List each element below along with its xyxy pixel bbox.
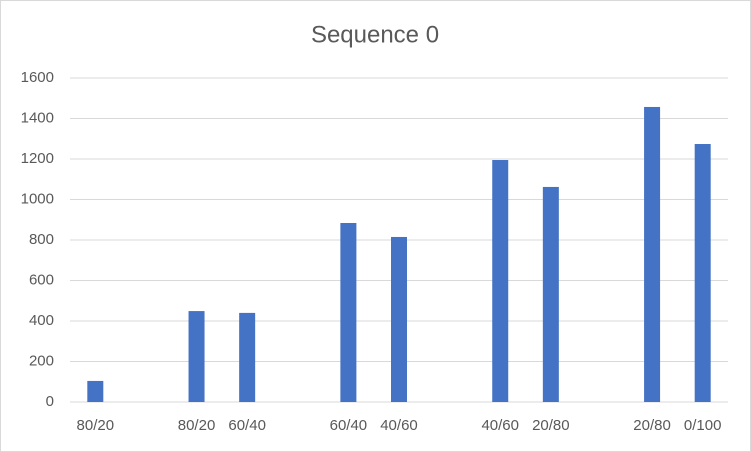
y-tick-label: 200 <box>29 352 54 369</box>
bar <box>542 186 559 402</box>
bar <box>188 311 205 402</box>
x-tick-label: 20/80 <box>633 417 671 434</box>
y-tick-label: 400 <box>29 312 54 329</box>
x-tick-label: 20/80 <box>532 417 570 434</box>
x-tick-label: 60/40 <box>228 417 266 434</box>
bar <box>87 380 104 402</box>
x-tick-label: 40/60 <box>481 417 519 434</box>
bar <box>239 312 256 402</box>
x-tick-label: 0/100 <box>684 417 722 434</box>
y-tick-label: 800 <box>29 231 54 248</box>
x-tick-label: 80/20 <box>178 417 216 434</box>
x-tick-label: 80/20 <box>77 417 115 434</box>
x-tick-label: 40/60 <box>380 417 418 434</box>
bar <box>492 160 509 402</box>
y-tick-label: 1600 <box>21 69 54 86</box>
y-tick-label: 1400 <box>21 109 54 126</box>
bar <box>644 106 661 403</box>
y-tick-label: 1000 <box>21 190 54 207</box>
bar <box>391 236 407 402</box>
chart-title: Sequence 0 <box>311 21 439 48</box>
y-tick-label: 0 <box>46 393 54 410</box>
bar <box>694 144 711 402</box>
y-tick-label: 1200 <box>21 150 54 167</box>
bar <box>340 222 357 402</box>
x-tick-label: 60/40 <box>330 417 368 434</box>
y-tick-label: 600 <box>29 271 54 288</box>
